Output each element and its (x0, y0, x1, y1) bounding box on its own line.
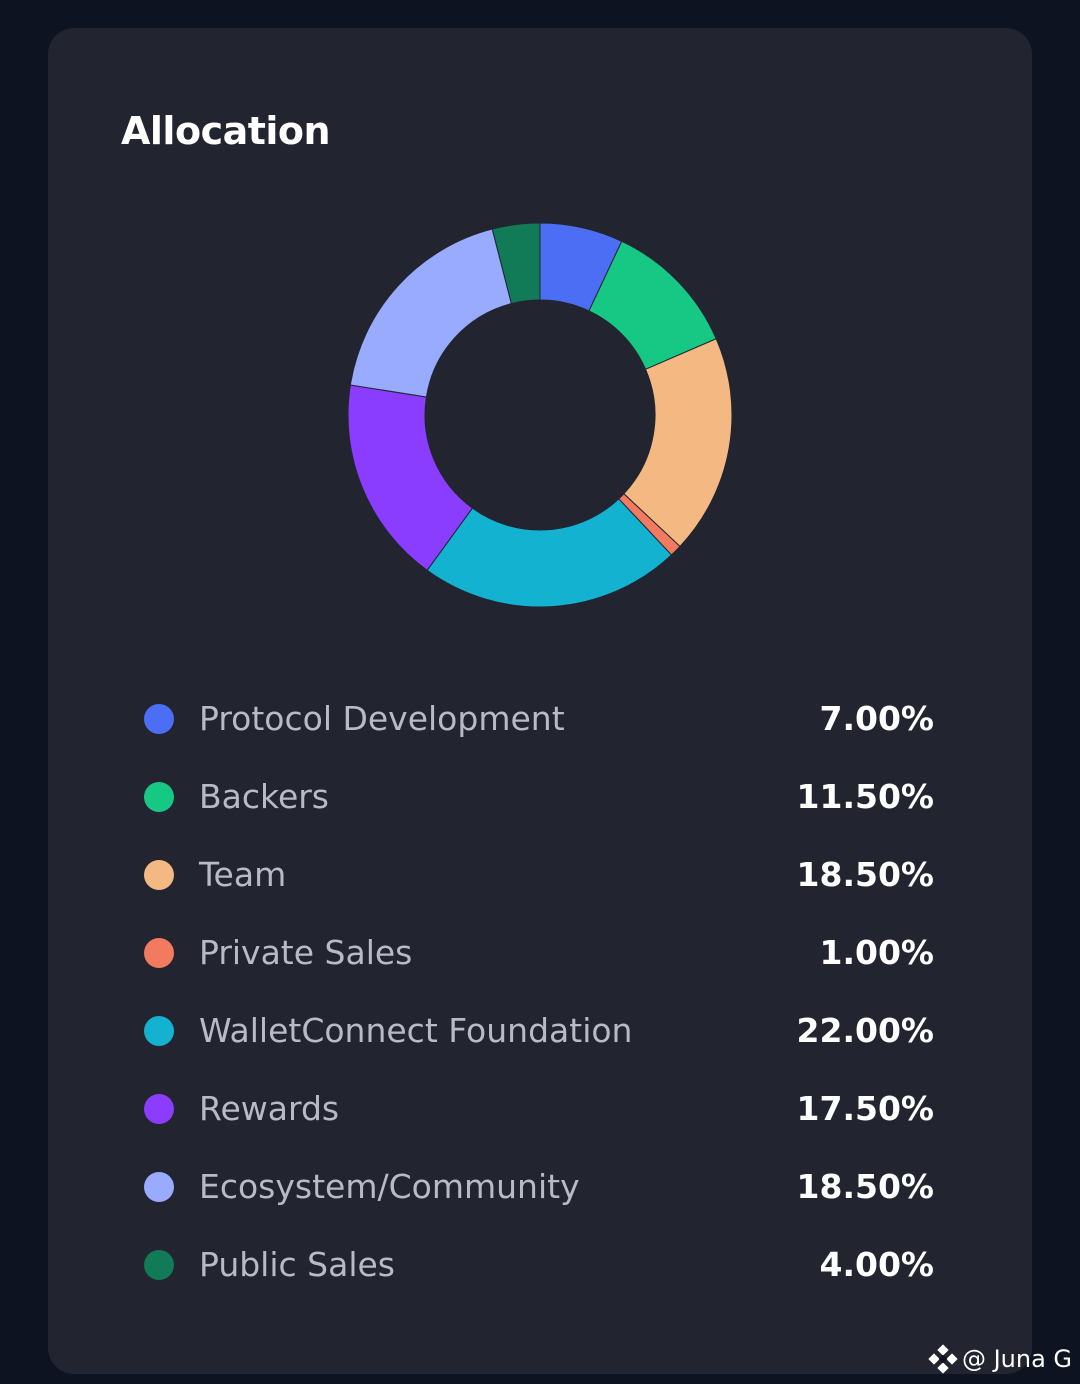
donut-slice-team[interactable] (623, 338, 733, 548)
card-title: Allocation (121, 109, 331, 153)
donut-slice-ecosystem-community[interactable] (349, 228, 513, 398)
watermark: @ Juna G (928, 1344, 1072, 1374)
watermark-text: @ Juna G (961, 1345, 1072, 1373)
allocation-donut-chart (347, 222, 733, 608)
binance-square-icon (928, 1344, 958, 1374)
donut-slice-walletconnect-foundation[interactable] (426, 498, 673, 608)
donut-slice-public-sales[interactable] (491, 222, 541, 305)
